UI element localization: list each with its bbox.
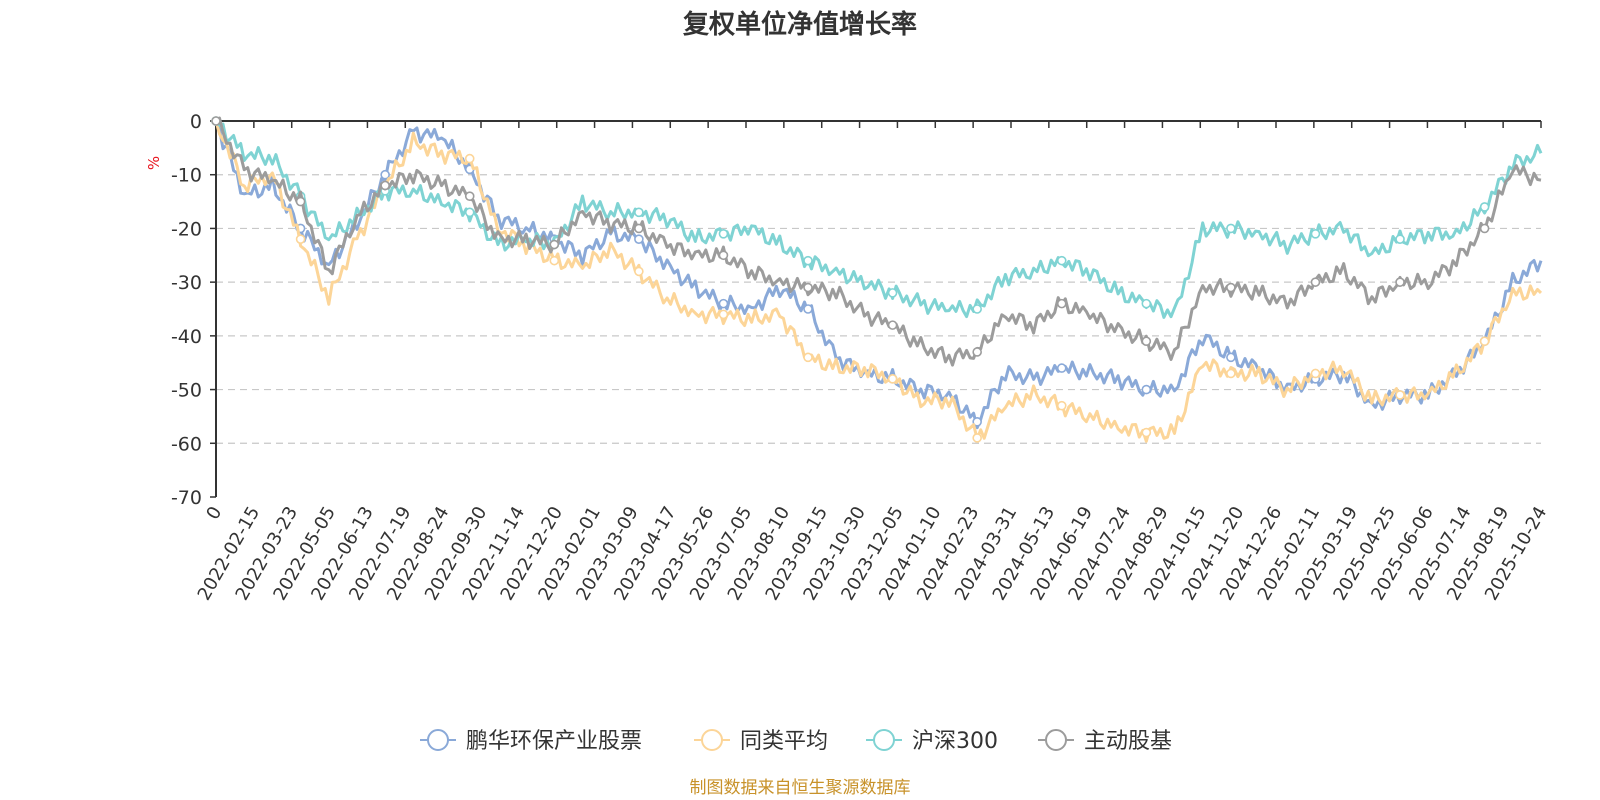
- series-line: [215, 116, 1542, 367]
- series-point: [887, 288, 898, 298]
- series-point: [972, 416, 982, 427]
- x-tick-labels: 02022-02-152022-03-232022-05-052022-06-1…: [194, 503, 1552, 604]
- y-tick-label: -20: [171, 218, 202, 240]
- series-lines: [211, 116, 1543, 443]
- grid-lines: [216, 174, 1541, 444]
- series-point: [634, 234, 644, 244]
- series-point: [1395, 277, 1405, 287]
- series-point: [634, 207, 644, 218]
- legend-swatch-marker: [873, 729, 895, 751]
- series-point: [1056, 400, 1067, 411]
- series-line: [214, 120, 1543, 319]
- series-point: [1226, 223, 1236, 234]
- series-point: [1310, 229, 1321, 239]
- series-point: [634, 266, 644, 277]
- y-tick-label: -40: [171, 326, 202, 348]
- series-point: [1056, 363, 1067, 373]
- legend-swatch-marker: [1045, 729, 1067, 751]
- series-point: [464, 207, 475, 218]
- series-point: [718, 229, 729, 239]
- y-tick-label: -70: [171, 487, 202, 509]
- y-tick-label: -30: [171, 272, 202, 294]
- series-point: [803, 282, 813, 293]
- legend-label: 主动股基: [1084, 729, 1172, 754]
- series-point: [1141, 384, 1152, 395]
- y-tick-label: 0: [190, 111, 202, 133]
- series-point: [549, 255, 560, 266]
- series-point: [1310, 368, 1321, 379]
- series-point: [718, 298, 729, 309]
- y-tick-label: -60: [171, 433, 202, 455]
- y-tick-label: -10: [171, 165, 202, 187]
- series-point: [549, 239, 560, 250]
- series-point: [1479, 223, 1490, 234]
- series-point: [1310, 277, 1321, 287]
- series-point: [803, 352, 813, 363]
- source-note: 制图数据来自恒生聚源数据库: [690, 778, 911, 798]
- series-point: [972, 433, 982, 443]
- series-point: [887, 320, 898, 330]
- series-point: [972, 304, 982, 314]
- series-point: [718, 250, 729, 261]
- series-point: [1226, 352, 1236, 363]
- chart-title: 复权单位净值增长率: [683, 9, 917, 40]
- x-origin-label: 0: [202, 503, 226, 523]
- series-point: [972, 347, 982, 357]
- legend-label: 同类平均: [740, 729, 828, 754]
- series-point: [1226, 368, 1236, 379]
- series-point: [1141, 427, 1152, 438]
- series-point: [803, 255, 813, 266]
- series-point: [211, 116, 221, 126]
- series-point: [1479, 336, 1490, 347]
- series-point: [380, 180, 390, 191]
- series-point: [295, 196, 306, 207]
- series-point: [464, 191, 475, 201]
- y-unit-label: %: [145, 156, 163, 170]
- axes: [210, 120, 1542, 498]
- series-point: [1395, 390, 1405, 400]
- legend: 鹏华环保产业股票 同类平均 沪深300 主动股基: [420, 729, 1172, 754]
- series-point: [1056, 255, 1067, 266]
- legend-label: 鹏华环保产业股票: [466, 729, 642, 754]
- series-point: [464, 153, 475, 164]
- series-point: [1479, 202, 1490, 212]
- series-point: [1056, 298, 1067, 309]
- series-line: [214, 120, 1543, 430]
- series-point: [295, 234, 306, 244]
- series-point: [1141, 336, 1152, 347]
- series-point: [803, 304, 813, 314]
- series-point: [1141, 298, 1152, 309]
- series-point: [1395, 234, 1405, 244]
- series-point: [1226, 282, 1236, 293]
- series-point: [380, 169, 390, 180]
- legend-swatch-marker: [427, 729, 449, 751]
- y-tick-label: -50: [171, 380, 202, 402]
- series-point: [887, 374, 898, 384]
- series-point: [634, 223, 644, 234]
- legend-swatch-marker: [701, 729, 723, 751]
- y-tick-labels: 0 -10 -20 -30 -40 -50 -60 -70: [171, 111, 202, 509]
- series-point: [718, 309, 729, 320]
- legend-label: 沪深300: [912, 729, 998, 754]
